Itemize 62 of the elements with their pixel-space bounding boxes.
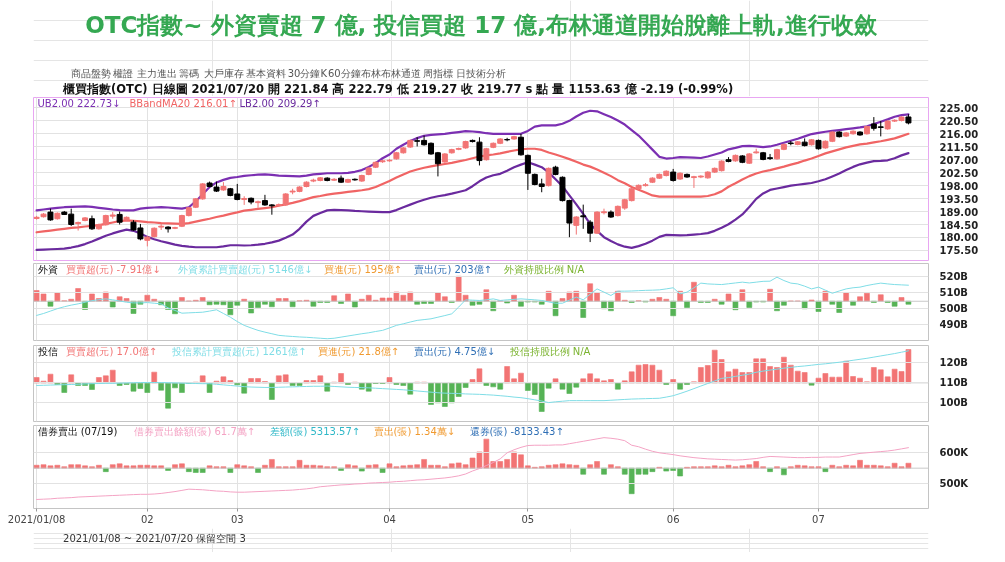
annotation: 賣出(張) 1.34萬↓ [373,425,456,437]
y-tick-label: 110B [939,377,968,389]
annotation: 賣出(元) 203億↑ [413,263,492,275]
annotation: 還券(張) -8133.43↑ [469,425,564,437]
text: 籌碼 [179,68,200,79]
y-tick-label: 202.50 [939,167,979,179]
annotation: 賣出(元) 4.75億↓ [413,345,496,357]
y-tick-label: 510B [939,287,968,299]
y-tick-label: 207.00 [939,154,979,166]
text: 外資累計買賣超(元) 5146億↓ [177,263,313,275]
x-tick-label: 02 [140,513,154,525]
text: 30分鐘K [287,68,328,79]
x-tick-label: 2021/01/08 [7,513,66,525]
y-tick-label: 120B [939,357,968,369]
annotation: 差額(張) 5313.57↑ [269,425,361,437]
chart-title: OTC指數~ 外資賣超 7 億, 投信買超 17 億,布林通道開始脫離上軌,進行收斂 [85,11,878,38]
x-tick-label: 05 [521,513,535,525]
y-tick-label: 600K [939,447,970,459]
text: 主力進出 [137,68,178,79]
chart-subtitle: 櫃買指數(OTC) 日線圖 2021/07/20 開 221.84 高 222.79 低 219.27 收 219.77 s 點 量 1153.63 億 -2.19 (-0.99%) [62,81,734,96]
y-tick-label: 216.00 [939,128,979,140]
y-tick-label: 180.00 [939,232,979,244]
text: 60分鐘布林 [327,68,381,79]
text: 大戶庫存 [203,68,244,79]
y-tick-label: 520B [939,271,968,283]
text: 權證 [113,68,134,79]
text: 布林通道 [380,68,421,79]
text: 日技術分析 [455,68,506,79]
y-tick-label: 500B [939,303,968,315]
text: BBandMA20 216.01↑ [129,97,237,109]
annotation: 買進(元) 195億↑ [323,263,402,275]
chart-title: 借券賣出 (07/19) [37,425,118,437]
text: 基本資料 [245,68,286,79]
y-tick-label: 198.00 [939,180,979,192]
y-tick-label: 500K [939,477,970,489]
y-tick-label: 100B [939,396,968,408]
annotation: 買進(元) 21.8億↑ [317,345,400,357]
y-tick-label: 490B [939,319,968,331]
text: UB2.00 222.73↓ [37,97,121,109]
text: LB2.00 209.29↑ [239,97,321,109]
y-tick-label: 193.50 [939,193,979,205]
x-tick-label: 03 [230,513,244,525]
y-tick-label: 225.00 [939,102,979,114]
x-tick-label: 07 [812,513,825,525]
text: 商品盤勢 [71,68,112,79]
text: 借券賣出餘額(張) 61.7萬↑ [133,425,256,437]
y-tick-label: 211.50 [939,141,979,153]
x-tick-label: 06 [666,513,680,525]
series-label: 買賣超(元) -7.91億↓ [65,263,161,275]
chart-title: 投信 [36,345,58,357]
series-label: 買賣超(元) 17.0億↑ [65,345,158,357]
chart-title: 外資 [37,263,58,275]
x-tick-label: 04 [383,513,396,525]
y-tick-label: 189.00 [939,206,979,218]
text: 周指標 [422,68,453,79]
annotation: 投信持股比例 N/A [508,345,591,357]
text: 投信累計買賣超(元) 1261億↑ [170,345,307,357]
y-tick-label: 175.50 [939,245,979,257]
annotation: 外資持股比例 N/A [503,263,585,275]
text: 2021/01/08 ~ 2021/07/20 保留空間 3 [63,533,246,544]
y-tick-label: 184.50 [939,219,979,231]
y-tick-label: 220.50 [939,115,979,127]
